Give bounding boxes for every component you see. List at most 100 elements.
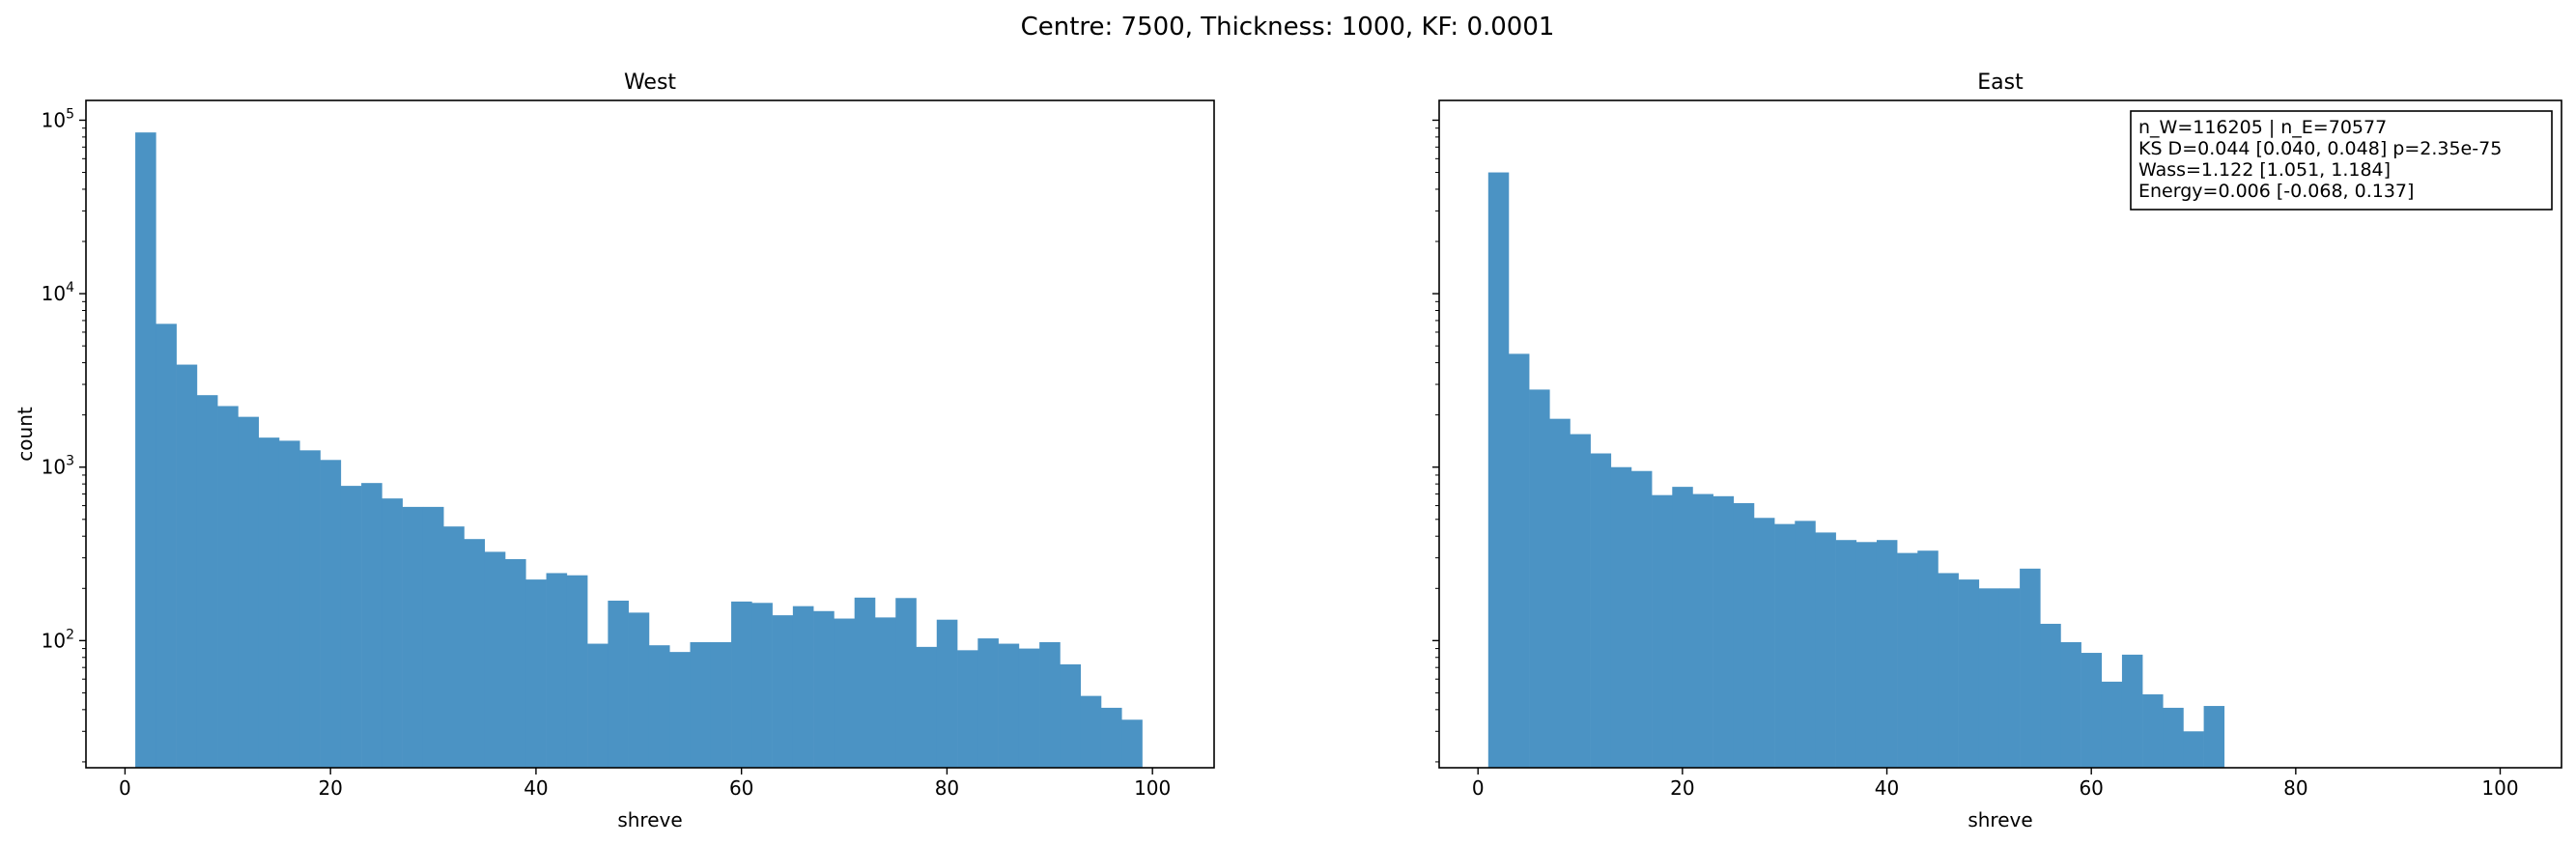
histogram-bar	[1549, 418, 1571, 768]
histogram-bar	[998, 643, 1020, 768]
histogram-bar	[238, 416, 260, 768]
histogram-bar	[1652, 494, 1673, 768]
histogram-bar	[1039, 641, 1061, 768]
histogram-bar	[1080, 695, 1102, 768]
histogram-bar	[813, 610, 835, 768]
histogram-bar	[546, 573, 568, 768]
histogram-bar	[1590, 453, 1612, 768]
histogram-bar	[751, 603, 773, 768]
histogram-bar	[484, 551, 506, 768]
histogram-bar	[1060, 663, 1082, 768]
histogram-bar	[1508, 353, 1530, 768]
histogram-bar	[1958, 579, 1980, 768]
annotation-line: Energy=0.006 [-0.068, 0.137]	[2138, 181, 2414, 202]
histogram-bar	[1610, 466, 1632, 768]
histogram-bar	[1733, 503, 1755, 768]
histogram-bar	[1897, 552, 1918, 768]
histogram-bar	[834, 618, 855, 768]
y-tick-base: 10	[42, 629, 66, 652]
histogram-bar	[464, 539, 486, 768]
histogram-bar	[196, 395, 218, 768]
histogram-bar	[2121, 654, 2143, 768]
histogram-bar	[710, 641, 732, 768]
histogram-bar	[2101, 681, 2123, 768]
histogram-bar	[1100, 707, 1122, 768]
histogram-bar	[957, 650, 978, 768]
histogram-bar	[1487, 172, 1510, 769]
y-tick-label: 105	[42, 106, 74, 131]
histogram-bar	[361, 483, 382, 768]
histogram-bar	[258, 437, 280, 768]
histogram-bar	[320, 460, 342, 768]
x-tick-label: 20	[1670, 776, 1694, 800]
histogram-bar	[2040, 623, 2061, 768]
histogram-bar	[443, 526, 465, 768]
x-tick-label: 80	[935, 776, 959, 800]
annotation-line: Wass=1.122 [1.051, 1.184]	[2138, 159, 2391, 181]
histogram-bar	[772, 615, 794, 768]
histogram-bar	[2203, 706, 2225, 768]
x-tick-label: 60	[2079, 776, 2103, 800]
histogram-bar	[1855, 542, 1878, 768]
y-tick-label: 102	[42, 627, 74, 652]
panel-title: West	[624, 70, 676, 95]
histogram-bar	[1815, 532, 1836, 768]
histogram-bar	[2081, 653, 2103, 768]
y-tick-base: 10	[42, 456, 66, 479]
histogram-bar	[422, 506, 444, 768]
histogram-bar	[669, 652, 691, 768]
y-tick-label: 104	[42, 280, 74, 305]
y-tick-label: 103	[42, 454, 74, 479]
histogram-bar	[854, 597, 876, 768]
x-tick-label: 100	[1134, 776, 1171, 800]
histogram-bar	[135, 132, 156, 768]
histogram-bar	[525, 579, 547, 768]
annotation-line: n_W=116205 | n_E=70577	[2138, 117, 2387, 138]
histogram-bar	[874, 617, 896, 768]
histogram-bar	[628, 612, 650, 768]
x-tick-label: 40	[1875, 776, 1899, 800]
histogram-bar	[505, 558, 526, 768]
x-tick-label: 80	[2283, 776, 2307, 800]
histogram-bar	[895, 598, 917, 768]
y-axis-label: count	[14, 407, 37, 462]
y-tick-base: 10	[42, 108, 66, 131]
histogram-bar	[278, 440, 300, 768]
axes-frame	[1438, 99, 2562, 769]
y-tick-exponent: 3	[66, 454, 74, 469]
histogram-bar	[1998, 588, 2021, 768]
y-tick-base: 10	[42, 282, 66, 305]
histogram-bar	[176, 364, 198, 768]
x-tick-label: 0	[119, 776, 131, 800]
histogram-bar	[1692, 493, 1713, 768]
x-tick-label: 40	[524, 776, 548, 800]
histogram-bar	[977, 638, 999, 768]
histogram-bar	[731, 601, 752, 768]
histogram-bar	[690, 641, 712, 768]
histogram-bar	[1795, 521, 1816, 768]
histogram-bar	[2183, 731, 2204, 768]
histogram-bar	[2142, 694, 2164, 768]
histogram-bar	[792, 606, 814, 768]
histogram-bar	[1978, 588, 2000, 768]
panel-east: 0 20 40 60 80 100 East shreve n_W=116205 | n_E=7…	[1432, 70, 2562, 831]
annotation-box	[2130, 110, 2553, 211]
histogram-bar	[2020, 568, 2041, 768]
histogram-bar	[2060, 641, 2081, 768]
histogram-bar	[402, 506, 424, 768]
histogram-bar	[1529, 389, 1550, 768]
histogram-bar	[1121, 719, 1143, 768]
histogram-bar	[1713, 495, 1735, 768]
x-tick-label: 100	[2481, 776, 2518, 800]
histogram-bar	[1753, 518, 1775, 768]
x-tick-label: 20	[318, 776, 342, 800]
figure-title: Centre: 7500, Thickness: 1000, KF: 0.000…	[1021, 13, 1555, 42]
histogram-bar	[299, 450, 321, 768]
histogram-bar	[382, 498, 403, 768]
histogram-bar	[1774, 523, 1796, 768]
histogram-bar	[1835, 540, 1857, 768]
